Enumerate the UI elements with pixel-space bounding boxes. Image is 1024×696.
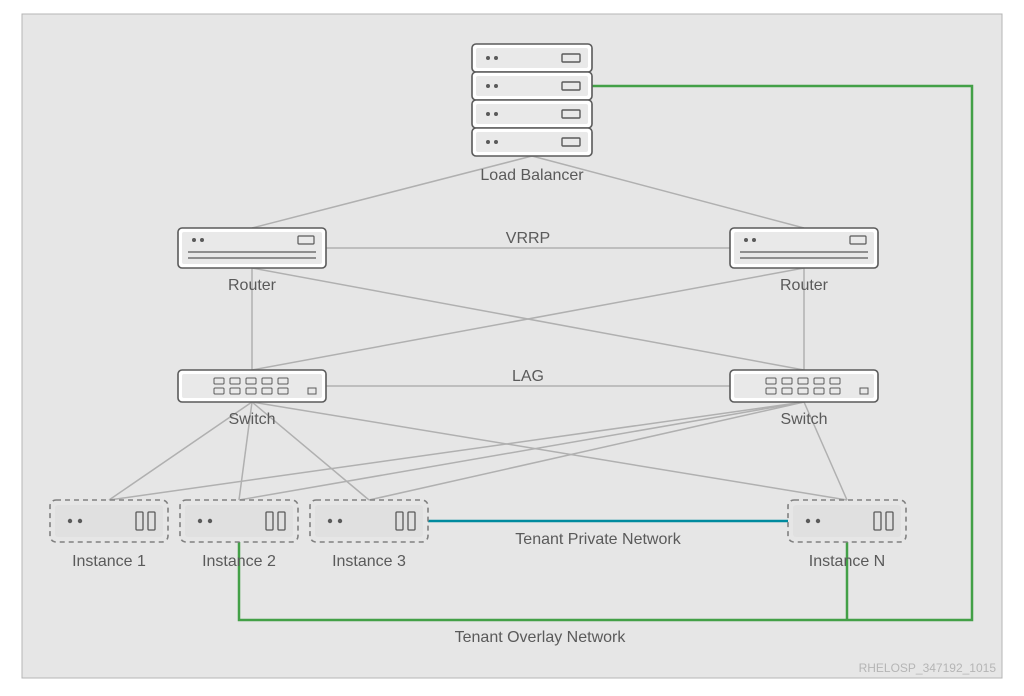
network-diagram-svg: Load Balancer Router Router Switch Switch VRR… — [0, 0, 1024, 691]
label-router_right: Router — [780, 277, 829, 294]
node-switch_right — [730, 370, 878, 402]
label-instanceN: Instance N — [809, 553, 885, 570]
label-footer: RHELOSP_347192_1015 — [859, 661, 997, 675]
label-vrrp: VRRP — [506, 230, 550, 247]
node-load_balancer — [472, 44, 592, 156]
label-tenant_private: Tenant Private Network — [515, 531, 681, 548]
label-instance2: Instance 2 — [202, 553, 276, 570]
node-instanceN — [788, 500, 906, 542]
label-switch_right: Switch — [780, 411, 827, 428]
label-router_left: Router — [228, 277, 277, 294]
node-router_left — [178, 228, 326, 268]
label-load_balancer: Load Balancer — [480, 167, 584, 184]
node-switch_left — [178, 370, 326, 402]
node-instance2 — [180, 500, 298, 542]
node-instance1 — [50, 500, 168, 542]
node-instance3 — [310, 500, 428, 542]
label-switch_left: Switch — [228, 411, 275, 428]
label-lag: LAG — [512, 368, 544, 385]
label-instance1: Instance 1 — [72, 553, 146, 570]
label-instance3: Instance 3 — [332, 553, 406, 570]
label-tenant_overlay: Tenant Overlay Network — [455, 629, 627, 646]
node-router_right — [730, 228, 878, 268]
diagram-stage: Load Balancer Router Router Switch Switch VRR… — [0, 0, 1024, 691]
